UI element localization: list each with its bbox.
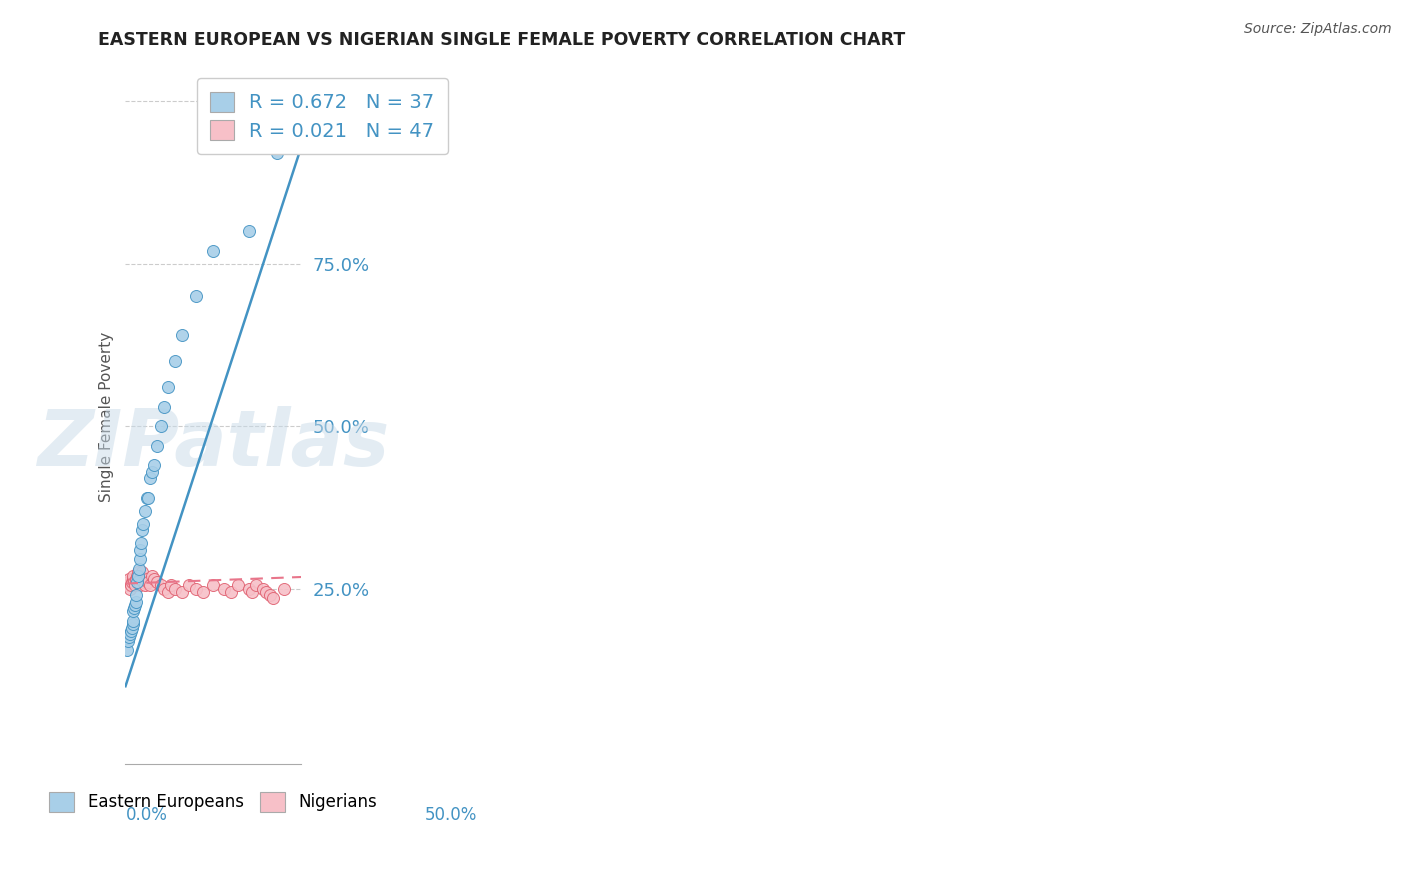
Point xyxy=(138,491,160,505)
Point xyxy=(149,419,172,434)
Point xyxy=(141,568,163,582)
Point xyxy=(118,572,141,586)
Point xyxy=(146,439,169,453)
Point xyxy=(138,575,160,590)
Point xyxy=(202,244,225,258)
Point xyxy=(238,582,260,596)
Point xyxy=(122,614,145,628)
Point xyxy=(124,578,146,592)
Point xyxy=(121,621,143,635)
Point xyxy=(115,643,138,657)
Point xyxy=(127,566,149,580)
Point xyxy=(117,633,139,648)
Point xyxy=(129,542,152,557)
Point xyxy=(273,582,295,596)
Point xyxy=(160,578,183,592)
Point xyxy=(149,578,172,592)
Y-axis label: Single Female Poverty: Single Female Poverty xyxy=(100,331,114,501)
Point xyxy=(131,566,153,580)
Point xyxy=(117,575,139,590)
Point xyxy=(135,491,157,505)
Point xyxy=(212,582,235,596)
Point xyxy=(153,582,176,596)
Point xyxy=(240,585,263,599)
Point xyxy=(191,585,214,599)
Point xyxy=(134,504,156,518)
Point xyxy=(170,328,193,343)
Point xyxy=(128,578,150,592)
Point xyxy=(132,575,155,590)
Point xyxy=(122,601,145,615)
Point xyxy=(121,575,143,590)
Text: ZIPatlas: ZIPatlas xyxy=(38,406,389,483)
Point xyxy=(128,562,150,576)
Point xyxy=(121,572,143,586)
Point xyxy=(156,585,179,599)
Point xyxy=(132,516,155,531)
Point xyxy=(128,552,150,566)
Point xyxy=(127,568,149,582)
Point xyxy=(156,380,179,394)
Point xyxy=(121,617,143,632)
Point xyxy=(259,588,281,602)
Point xyxy=(120,624,142,638)
Point xyxy=(124,598,146,612)
Point xyxy=(163,354,186,368)
Point xyxy=(141,465,163,479)
Point xyxy=(139,471,162,485)
Point xyxy=(129,568,152,582)
Point xyxy=(153,400,176,414)
Point xyxy=(128,575,150,590)
Point xyxy=(134,578,156,592)
Text: 50.0%: 50.0% xyxy=(425,806,477,824)
Point xyxy=(122,575,145,590)
Point xyxy=(122,604,145,618)
Point xyxy=(142,572,165,586)
Point xyxy=(125,588,148,602)
Point xyxy=(118,582,141,596)
Point xyxy=(115,578,138,592)
Text: Source: ZipAtlas.com: Source: ZipAtlas.com xyxy=(1244,22,1392,37)
Point xyxy=(135,572,157,586)
Point xyxy=(245,578,267,592)
Point xyxy=(129,536,152,550)
Point xyxy=(226,578,249,592)
Point xyxy=(238,224,260,238)
Point xyxy=(177,578,200,592)
Point xyxy=(146,575,169,590)
Point xyxy=(120,578,142,592)
Text: 0.0%: 0.0% xyxy=(125,806,167,824)
Point xyxy=(139,578,162,592)
Legend: Eastern Europeans, Nigerians: Eastern Europeans, Nigerians xyxy=(42,785,384,819)
Point xyxy=(122,568,145,582)
Point xyxy=(184,289,207,303)
Point xyxy=(125,595,148,609)
Point xyxy=(163,582,186,596)
Point xyxy=(262,591,284,606)
Point xyxy=(131,523,153,537)
Point xyxy=(170,585,193,599)
Point xyxy=(202,578,225,592)
Point xyxy=(252,582,274,596)
Point xyxy=(125,572,148,586)
Point xyxy=(142,458,165,472)
Point xyxy=(254,585,277,599)
Point xyxy=(184,582,207,596)
Point xyxy=(266,146,288,161)
Point xyxy=(129,572,152,586)
Point xyxy=(125,568,148,582)
Point xyxy=(125,575,148,590)
Point xyxy=(219,585,242,599)
Point xyxy=(118,627,141,641)
Text: EASTERN EUROPEAN VS NIGERIAN SINGLE FEMALE POVERTY CORRELATION CHART: EASTERN EUROPEAN VS NIGERIAN SINGLE FEMA… xyxy=(98,31,905,49)
Point xyxy=(118,631,141,645)
